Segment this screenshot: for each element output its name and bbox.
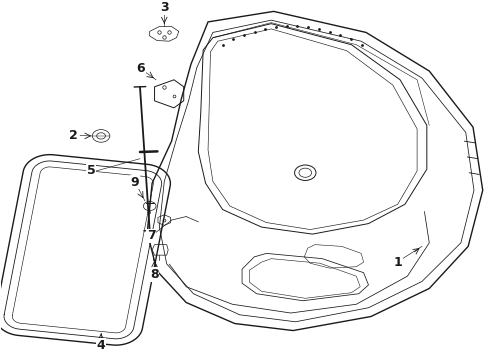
Text: 9: 9 [130,176,139,189]
Text: 6: 6 [136,62,145,75]
Text: 2: 2 [69,129,78,142]
Text: 4: 4 [97,339,105,352]
Text: 7: 7 [146,229,155,242]
Text: 5: 5 [87,164,96,177]
Text: 1: 1 [392,256,401,269]
Text: 3: 3 [160,1,168,14]
Text: 8: 8 [150,268,159,281]
